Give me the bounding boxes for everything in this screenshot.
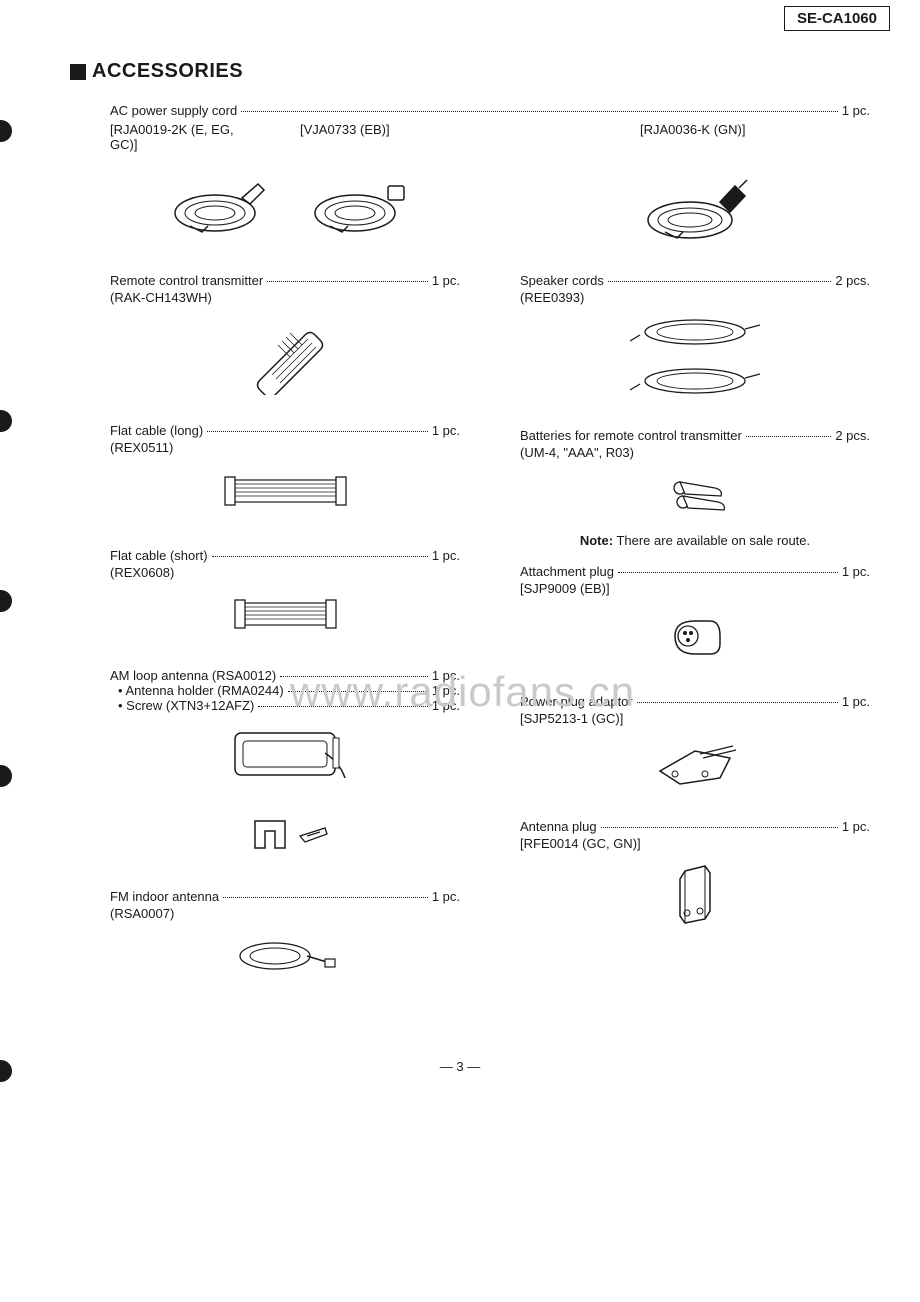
power-cord-part3: [RJA0036-K (GN)] [640, 122, 745, 152]
attachment-plug-label: Attachment plug [520, 564, 614, 579]
section-title: ACCESSORIES [70, 60, 890, 83]
fm-antenna-illustration [225, 931, 345, 981]
power-plug-adaptor-partno: [SJP5213-1 (GC)] [520, 711, 870, 726]
batteries-partno: (UM-4, "AAA", R03) [520, 445, 870, 460]
flat-cable-long-illustration [215, 465, 355, 520]
remote-qty: 1 pc. [432, 273, 460, 288]
antenna-holder-label: • Antenna holder (RMA0244) [118, 683, 284, 698]
flat-long-qty: 1 pc. [432, 423, 460, 438]
flat-cable-short-illustration [225, 590, 345, 640]
section-title-text: ACCESSORIES [92, 60, 243, 83]
am-loop-qty: 1 pc. [432, 668, 460, 683]
power-plug-adaptor-qty: 1 pc. [842, 694, 870, 709]
left-column: Remote control transmitter 1 pc. (RAK-CH… [110, 273, 460, 1009]
attachment-plug-partno: [SJP9009 (EB)] [520, 581, 870, 596]
right-column: Speaker cords 2 pcs. (REE0393) [520, 273, 870, 1009]
speaker-cords-label: Speaker cords [520, 273, 604, 288]
batteries-note-text: There are available on sale route. [616, 533, 810, 548]
batteries-label: Batteries for remote control transmitter [520, 428, 742, 443]
fm-antenna-partno: (RSA0007) [110, 906, 460, 921]
batteries-illustration [655, 470, 735, 520]
power-cord-illustration-3 [635, 170, 755, 245]
am-loop-label: AM loop antenna (RSA0012) [110, 668, 276, 683]
power-cord-qty: 1 pc. [842, 103, 870, 118]
power-cord-illustration-2 [300, 168, 410, 238]
batteries-qty: 2 pcs. [835, 428, 870, 443]
section-marker-icon [70, 64, 86, 80]
flat-short-partno: (REX0608) [110, 565, 460, 580]
antenna-plug-partno: [RFE0014 (GC, GN)] [520, 836, 870, 851]
batteries-note: Note: There are available on sale route. [520, 533, 870, 548]
flat-short-qty: 1 pc. [432, 548, 460, 563]
screw-qty: 1 pc. [432, 698, 460, 713]
power-cord-part2: [VJA0733 (EB)] [300, 122, 420, 152]
antenna-plug-label: Antenna plug [520, 819, 597, 834]
antenna-plug-qty: 1 pc. [842, 819, 870, 834]
antenna-plug-illustration [665, 861, 725, 931]
fm-antenna-label: FM indoor antenna [110, 889, 219, 904]
power-cord-label: AC power supply cord [110, 103, 237, 118]
power-plug-adaptor-illustration [645, 736, 745, 791]
fm-antenna-qty: 1 pc. [432, 889, 460, 904]
speaker-cords-partno: (REE0393) [520, 290, 870, 305]
speaker-cords-qty: 2 pcs. [835, 273, 870, 288]
remote-label: Remote control transmitter [110, 273, 263, 288]
am-loop-illustration [215, 723, 355, 788]
speaker-cord-illustration-1 [625, 313, 765, 351]
page-number: — 3 — [30, 1059, 890, 1074]
power-cord-partnos: [RJA0019-2K (E, EG, GC)] [VJA0733 (EB)] … [110, 122, 870, 152]
antenna-holder-illustration [235, 806, 335, 861]
flat-long-label: Flat cable (long) [110, 423, 203, 438]
flat-short-label: Flat cable (short) [110, 548, 208, 563]
antenna-holder-qty: 1 pc. [432, 683, 460, 698]
attachment-plug-qty: 1 pc. [842, 564, 870, 579]
remote-illustration [230, 315, 340, 395]
leader-dots [241, 103, 838, 112]
power-cord-part1: [RJA0019-2K (E, EG, GC)] [110, 122, 260, 152]
power-cord-illustration-1 [160, 168, 270, 238]
screw-label: • Screw (XTN3+12AFZ) [118, 698, 254, 713]
model-number: SE-CA1060 [784, 6, 890, 31]
flat-long-partno: (REX0511) [110, 440, 460, 455]
power-cord-line: AC power supply cord 1 pc. [110, 103, 870, 118]
attachment-plug-illustration [660, 606, 730, 666]
power-plug-adaptor-label: Power plug adaptor [520, 694, 633, 709]
speaker-cord-illustration-2 [625, 362, 765, 400]
remote-partno: (RAK-CH143WH) [110, 290, 460, 305]
